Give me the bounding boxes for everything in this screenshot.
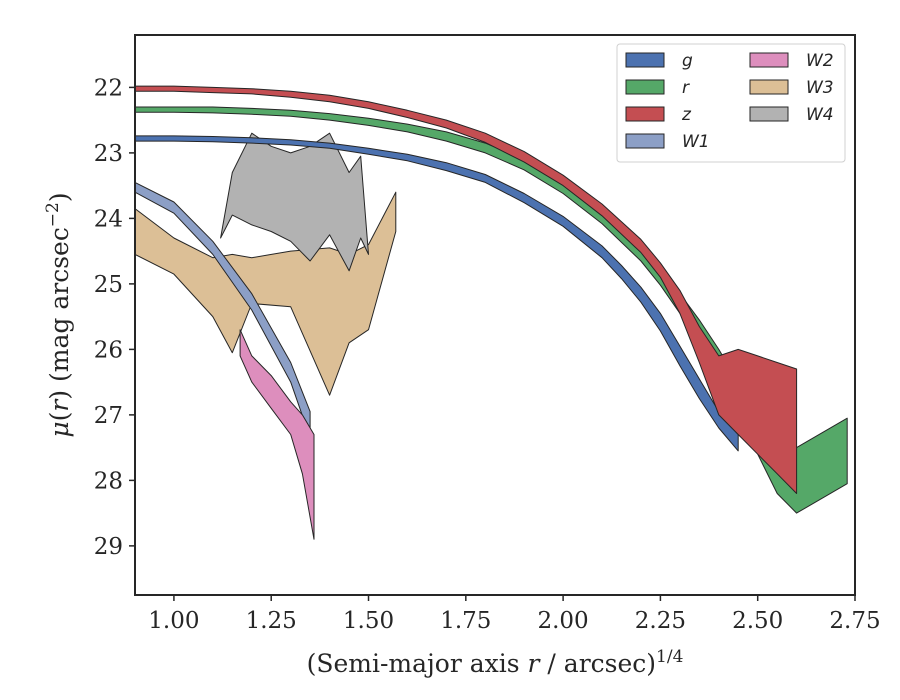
x-tick-label: 1.25 — [246, 608, 297, 634]
y-tick-label: 22 — [94, 75, 123, 101]
band-w4 — [220, 132, 369, 272]
legend: grz W1 W2 W3 W4 — [616, 43, 846, 163]
legend-label-r: r — [682, 78, 690, 98]
legend-swatch-w3 — [749, 79, 789, 95]
y-tick-label: 24 — [94, 206, 123, 232]
y-tick-label: 25 — [94, 272, 123, 298]
x-axis: 1.00 1.25 1.50 1.75 2.00 2.25 2.50 2.75 — [148, 595, 881, 634]
x-tick-label: 2.25 — [635, 608, 686, 634]
legend-swatch-r — [625, 79, 665, 95]
x-tick-label: 2.50 — [732, 608, 783, 634]
legend-swatch-w2 — [749, 52, 789, 68]
plot-frame — [134, 34, 856, 596]
y-tick-label: 23 — [94, 141, 123, 167]
x-tick-label: 1.50 — [343, 608, 394, 634]
band-z — [135, 85, 798, 494]
x-tick-label: 1.00 — [148, 608, 199, 634]
x-tick-label: 2.00 — [537, 608, 588, 634]
y-axis-label: μ(r) (mag arcsec−2) — [43, 192, 74, 437]
band-w2 — [239, 329, 315, 540]
legend-label-z: z — [681, 105, 692, 125]
x-tick-label: 2.75 — [829, 608, 880, 634]
y-tick-label: 26 — [94, 337, 123, 363]
y-axis: 22 23 24 25 26 27 28 29 — [94, 75, 135, 560]
legend-swatch-z — [625, 106, 665, 122]
y-tick-label: 28 — [94, 468, 123, 494]
band-w3 — [135, 191, 397, 396]
legend-swatch-w1 — [625, 133, 665, 149]
legend-label-w1: W1 — [682, 132, 710, 152]
legend-label-w4: W4 — [806, 105, 834, 125]
legend-box — [616, 43, 846, 163]
legend-swatch-g — [625, 52, 665, 68]
plot-area — [135, 85, 848, 540]
legend-swatch-w4 — [749, 106, 789, 122]
legend-label-w3: W3 — [806, 78, 834, 98]
band-g — [135, 135, 739, 452]
x-tick-label: 1.75 — [440, 608, 491, 634]
y-tick-label: 27 — [94, 403, 123, 429]
legend-label-g: g — [682, 51, 693, 71]
y-tick-label: 29 — [94, 534, 123, 560]
x-axis-label: (Semi-major axis r / arcsec)1/4 — [307, 647, 684, 678]
legend-label-w2: W2 — [806, 51, 834, 71]
